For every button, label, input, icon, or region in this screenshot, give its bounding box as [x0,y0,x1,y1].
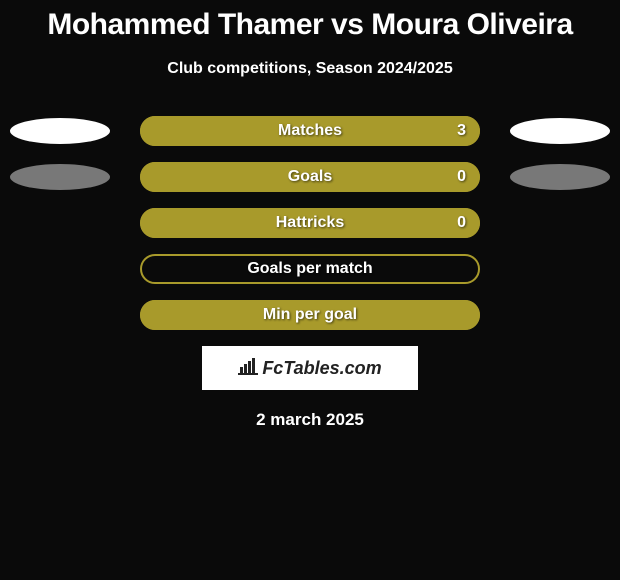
stats-area: Matches 3 Goals 0 Hattricks 0 [0,116,620,330]
subtitle: Club competitions, Season 2024/2025 [0,60,620,78]
bar-wrapper: Min per goal [140,300,480,330]
bar-label: Goals [140,162,480,192]
logo-text: FcTables.com [262,358,381,379]
date-text: 2 march 2025 [0,410,620,430]
bar-wrapper: Matches 3 [140,116,480,146]
bar-label: Goals per match [140,254,480,284]
chart-icon [238,357,258,380]
bar-wrapper: Goals 0 [140,162,480,192]
bar-value: 0 [457,208,466,238]
stat-row-matches: Matches 3 [0,116,620,146]
logo: FcTables.com [238,357,381,380]
bar-value: 0 [457,162,466,192]
stat-row-goals-per-match: Goals per match [0,254,620,284]
ellipse-right [510,164,610,190]
bar-label: Min per goal [140,300,480,330]
bar-wrapper: Hattricks 0 [140,208,480,238]
ellipse-left [10,164,110,190]
ellipse-left [10,118,110,144]
page-title: Mohammed Thamer vs Moura Oliveira [0,0,620,42]
stat-row-min-per-goal: Min per goal [0,300,620,330]
bar-value: 3 [457,116,466,146]
infographic-container: Mohammed Thamer vs Moura Oliveira Club c… [0,0,620,580]
ellipse-right [510,118,610,144]
stat-row-goals: Goals 0 [0,162,620,192]
stat-row-hattricks: Hattricks 0 [0,208,620,238]
bar-label: Matches [140,116,480,146]
logo-box: FcTables.com [202,346,418,390]
bar-wrapper: Goals per match [140,254,480,284]
bar-label: Hattricks [140,208,480,238]
